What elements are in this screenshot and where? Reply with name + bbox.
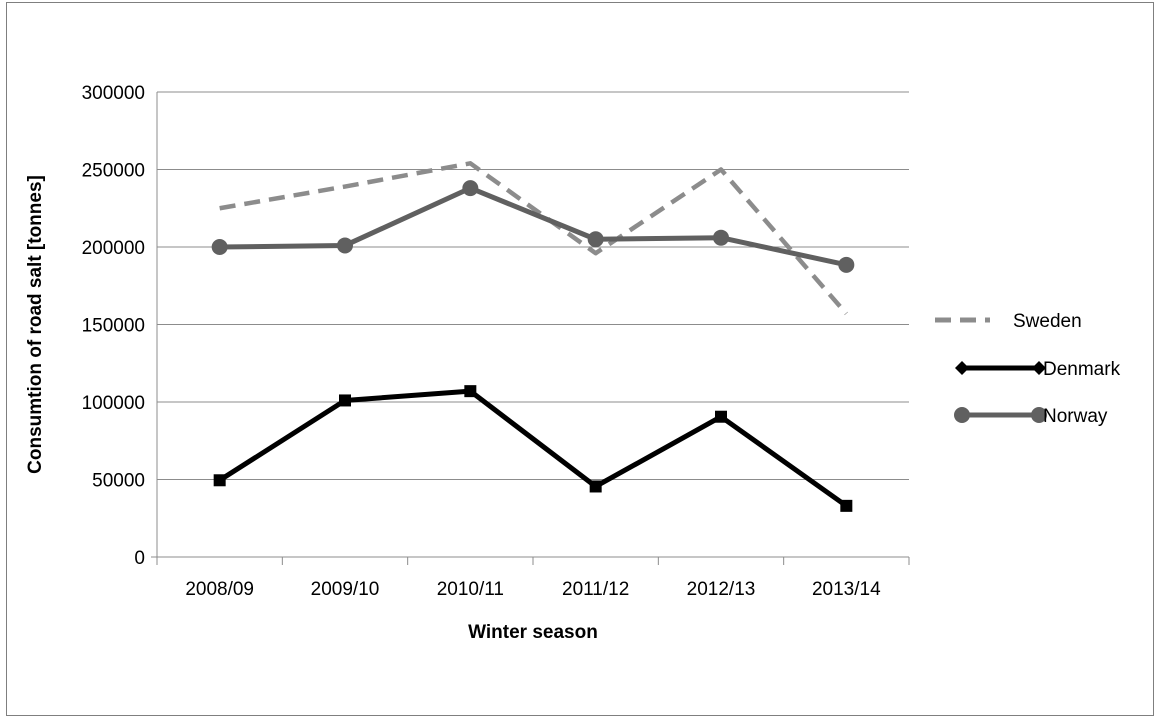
data-point-denmark bbox=[339, 394, 351, 407]
series-norway bbox=[211, 180, 855, 273]
y-tick-label: 50000 bbox=[92, 471, 145, 492]
legend-label-denmark: Denmark bbox=[1043, 359, 1121, 380]
x-tick-label: 2012/13 bbox=[687, 579, 756, 600]
data-point-denmark bbox=[213, 474, 226, 487]
legend: Sweden Denmark Norway bbox=[935, 311, 1121, 427]
legend-marker bbox=[955, 361, 969, 375]
legend-markers-denmark bbox=[955, 361, 1046, 375]
data-point-denmark bbox=[715, 410, 727, 423]
y-tick-label: 300000 bbox=[82, 83, 145, 104]
data-point-norway bbox=[838, 256, 855, 273]
x-tick-label: 2013/14 bbox=[812, 579, 881, 600]
data-point-norway bbox=[587, 231, 604, 248]
data-point-denmark bbox=[589, 480, 602, 493]
x-tick-label: 2010/11 bbox=[437, 579, 504, 600]
y-tick-label: 250000 bbox=[82, 161, 145, 182]
y-tick-label: 0 bbox=[134, 548, 145, 569]
x-axis-title: Winter season bbox=[468, 622, 598, 643]
legend-item-norway: Norway bbox=[954, 406, 1108, 427]
x-tick-label: 2011/12 bbox=[562, 579, 629, 600]
legend-marker bbox=[1032, 361, 1046, 375]
legend-marker bbox=[954, 407, 970, 423]
data-point-norway bbox=[337, 237, 353, 254]
gridlines bbox=[157, 91, 909, 480]
y-tick-label: 150000 bbox=[82, 316, 145, 337]
axes bbox=[151, 92, 910, 565]
legend-markers-norway bbox=[954, 407, 1047, 423]
series-layer bbox=[211, 161, 855, 512]
x-tick-label: 2009/10 bbox=[311, 579, 380, 600]
legend-marker bbox=[1031, 407, 1047, 423]
data-point-denmark bbox=[840, 499, 853, 512]
data-point-norway bbox=[713, 229, 729, 246]
data-point-norway bbox=[211, 239, 228, 255]
legend-label-sweden: Sweden bbox=[1013, 311, 1082, 332]
series-sweden bbox=[219, 161, 849, 316]
x-tick-labels: 2008/09 2009/10 2010/11 2011/12 2012/13 2013/… bbox=[185, 579, 881, 600]
x-tick-label: 2008/09 bbox=[185, 579, 254, 600]
y-tick-labels: 0 50000 100000 150000 200000 250000 300000 bbox=[82, 83, 145, 569]
legend-item-denmark: Denmark bbox=[955, 359, 1121, 380]
chart-frame bbox=[6, 2, 1154, 716]
legend-item-sweden: Sweden bbox=[935, 311, 1082, 332]
y-axis-title: Consumtion of road salt [tonnes] bbox=[25, 175, 46, 474]
series-line-norway bbox=[219, 185, 847, 268]
series-line-sweden bbox=[219, 161, 849, 316]
series-denmark bbox=[213, 385, 853, 512]
data-point-norway bbox=[462, 180, 479, 197]
legend-label-norway: Norway bbox=[1043, 406, 1108, 427]
y-tick-label: 200000 bbox=[82, 238, 145, 259]
y-tick-label: 100000 bbox=[82, 393, 145, 414]
series-line-denmark bbox=[218, 388, 848, 508]
data-point-denmark bbox=[464, 385, 477, 398]
